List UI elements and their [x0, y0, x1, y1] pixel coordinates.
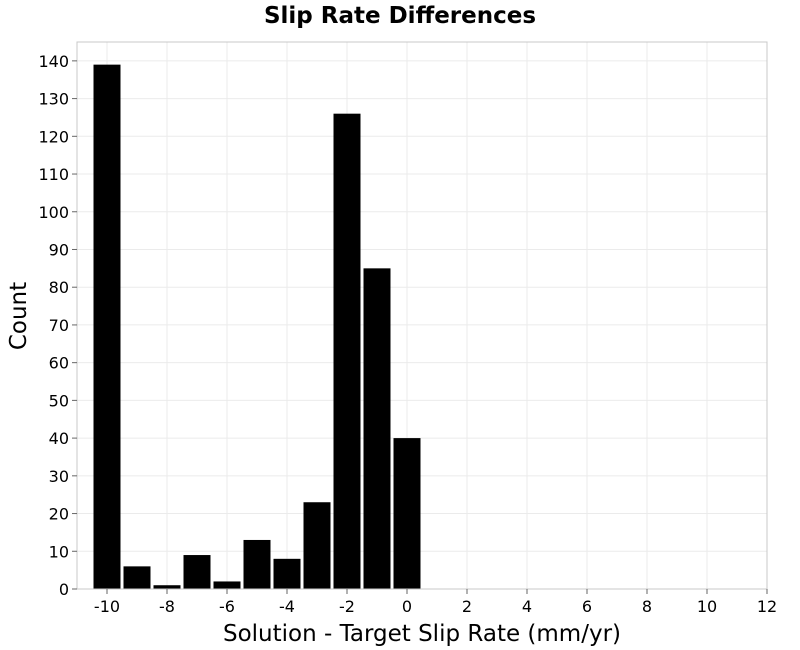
histogram-bar: [123, 566, 151, 589]
y-tick-label: 70: [49, 316, 69, 335]
histogram-bar: [93, 64, 121, 590]
y-tick-label: 90: [49, 240, 69, 259]
histogram-bar: [243, 539, 271, 589]
x-tick-label: -6: [219, 597, 235, 616]
histogram-bar: [153, 585, 181, 589]
x-tick-label: 4: [522, 597, 532, 616]
y-tick-label: 30: [49, 467, 69, 486]
x-tick-label: -2: [339, 597, 355, 616]
x-tick-label: 10: [697, 597, 717, 616]
bars: [93, 64, 421, 590]
y-tick-label: 120: [38, 127, 69, 146]
histogram-bar: [393, 438, 421, 589]
histogram-bar: [303, 502, 331, 589]
chart-title: Slip Rate Differences: [264, 3, 536, 29]
y-tick-label: 80: [49, 278, 69, 297]
x-tick-label: 12: [757, 597, 777, 616]
x-tick-label: 8: [642, 597, 652, 616]
histogram-bar: [273, 558, 301, 589]
x-axis-label: Solution - Target Slip Rate (mm/yr): [223, 621, 621, 647]
x-tick-label: 0: [402, 597, 412, 616]
y-tick-label: 10: [49, 542, 69, 561]
y-tick-label: 110: [38, 165, 69, 184]
y-tick-label: 130: [38, 90, 69, 109]
y-tick-label: 60: [49, 354, 69, 373]
histogram-bar: [183, 555, 211, 589]
grid-lines: [77, 42, 768, 590]
y-tick-label: 100: [38, 203, 69, 222]
x-axis-ticks: -10 -8 -6 -4 -2 0 2 4 6 8 10 12: [94, 589, 777, 616]
histogram-bar: [333, 113, 361, 589]
x-tick-label: 2: [462, 597, 472, 616]
x-tick-label: 6: [582, 597, 592, 616]
x-tick-label: -4: [279, 597, 295, 616]
y-tick-label: 140: [38, 52, 69, 71]
x-tick-label: -10: [94, 597, 120, 616]
y-axis-ticks: 0 10 20 30 40 50 60 70 80 90 100 110 120 130 140: [38, 52, 77, 599]
x-tick-label: -8: [159, 597, 175, 616]
histogram-bar: [363, 268, 391, 589]
histogram-bar: [213, 581, 241, 589]
plot-frame: [76, 41, 768, 590]
y-tick-label: 20: [49, 505, 69, 524]
y-tick-label: 0: [59, 580, 69, 599]
y-tick-label: 40: [49, 429, 69, 448]
y-axis-label: Count: [6, 282, 32, 350]
y-tick-label: 50: [49, 391, 69, 410]
